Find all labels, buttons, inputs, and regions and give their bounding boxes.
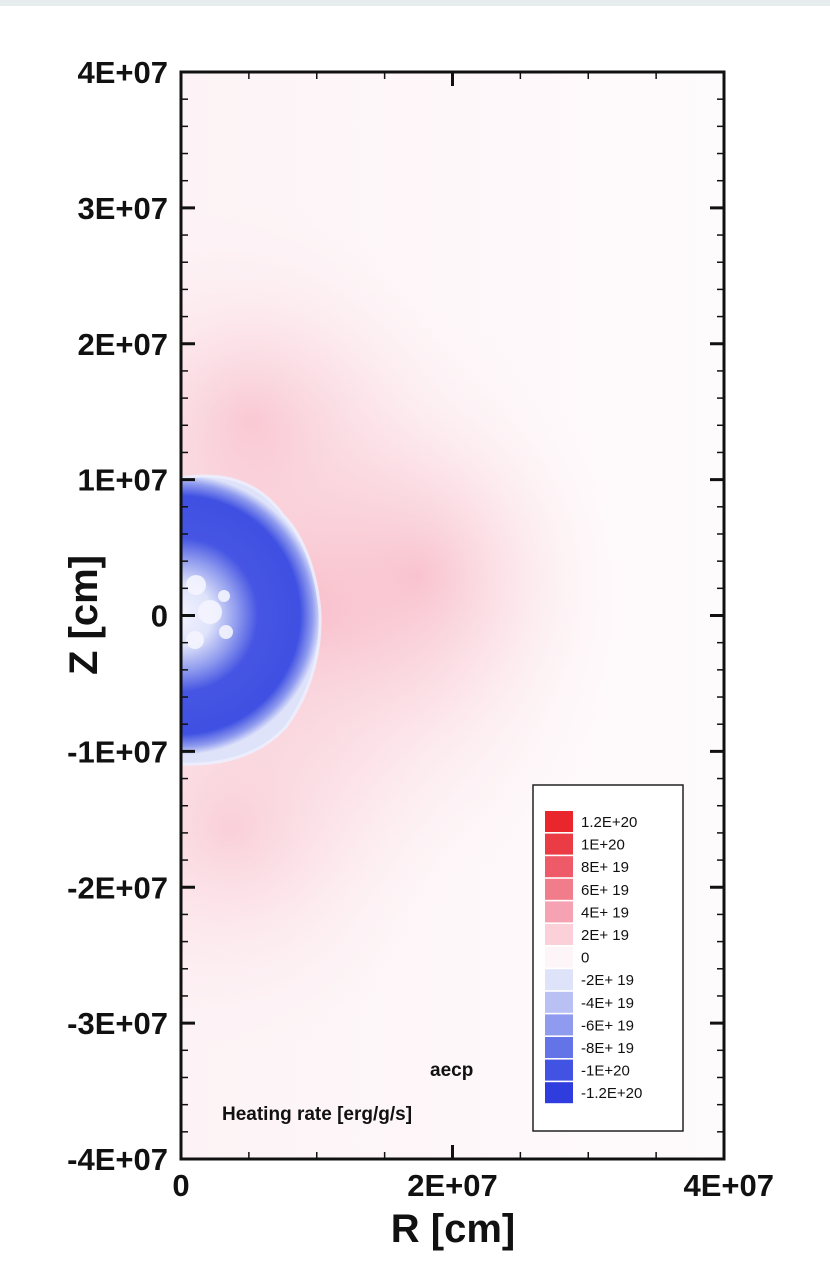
colorbar-label: -4E+ 19 <box>581 995 634 1012</box>
tick-labels: 4E+07 3E+07 2E+07 1E+07 0 -1E+07 -2E+07 -3E+07 -… <box>67 55 774 1203</box>
heatmap-field <box>181 72 724 1159</box>
cooling-core <box>181 475 321 765</box>
colorbar-swatch <box>545 946 573 968</box>
y-tick-label: -3E+07 <box>67 1006 168 1041</box>
colorbar-items: 1.2E+20 1E+20 8E+ 19 6E+ 19 4E+ 19 2E+ 19 0 -2E… <box>545 811 642 1104</box>
colorbar-label: 4E+ 19 <box>581 904 629 921</box>
colorbar-legend: 1.2E+20 1E+20 8E+ 19 6E+ 19 4E+ 19 2E+ 19 0 -2E… <box>532 784 684 1132</box>
colorbar-label: 2E+ 19 <box>581 927 629 944</box>
y-tick-label: -4E+07 <box>67 1142 168 1177</box>
colorbar-swatch <box>545 901 573 923</box>
y-tick-label: 1E+07 <box>77 463 168 498</box>
x-tick-label: 4E+07 <box>683 1168 774 1203</box>
colorbar-label: 8E+ 19 <box>581 859 629 876</box>
y-tick-label: -1E+07 <box>67 734 168 769</box>
colorbar-label: 0 <box>581 950 589 967</box>
colorbar-label: -1E+20 <box>581 1063 630 1080</box>
colorbar-swatch <box>545 833 573 855</box>
colorbar-label: -8E+ 19 <box>581 1040 634 1057</box>
top-strip <box>0 0 830 6</box>
y-tick-label: 3E+07 <box>77 191 168 226</box>
colorbar-swatch <box>545 924 573 945</box>
colorbar-swatch <box>545 856 573 878</box>
y-tick-label: 0 <box>151 599 168 634</box>
colorbar-swatch <box>545 991 573 1013</box>
cooling-core-edge <box>181 474 322 766</box>
variable-name: aecp <box>430 1060 473 1081</box>
x-axis-title: R [cm] <box>391 1207 515 1251</box>
colorbar-label: 1E+20 <box>581 837 625 854</box>
axis-ticks <box>179 70 726 1161</box>
colorbar-swatch <box>545 1037 573 1058</box>
x-tick-label: 2E+07 <box>407 1168 498 1203</box>
colorbar-swatch <box>545 811 573 832</box>
y-tick-label: 2E+07 <box>77 327 168 362</box>
y-tick-label: 4E+07 <box>77 55 168 90</box>
colorbar-label: -1.2E+20 <box>581 1085 642 1102</box>
colorbar-swatch <box>545 1082 573 1104</box>
core-white-spots <box>186 575 233 649</box>
colorbar-title: Heating rate [erg/g/s] <box>222 1104 412 1125</box>
y-tick-label: -2E+07 <box>67 870 168 905</box>
y-axis-title: Z [cm] <box>62 555 106 675</box>
colorbar-swatch <box>545 969 573 991</box>
colorbar-label: -2E+ 19 <box>581 972 634 989</box>
colorbar-swatch <box>545 878 573 900</box>
colorbar-label: 1.2E+20 <box>581 814 637 831</box>
x-tick-label: 0 <box>172 1168 189 1203</box>
colorbar-swatch <box>545 1059 573 1081</box>
colorbar-label: -6E+ 19 <box>581 1017 634 1034</box>
colorbar-label: 6E+ 19 <box>581 882 629 899</box>
colorbar-swatch <box>545 1014 573 1036</box>
